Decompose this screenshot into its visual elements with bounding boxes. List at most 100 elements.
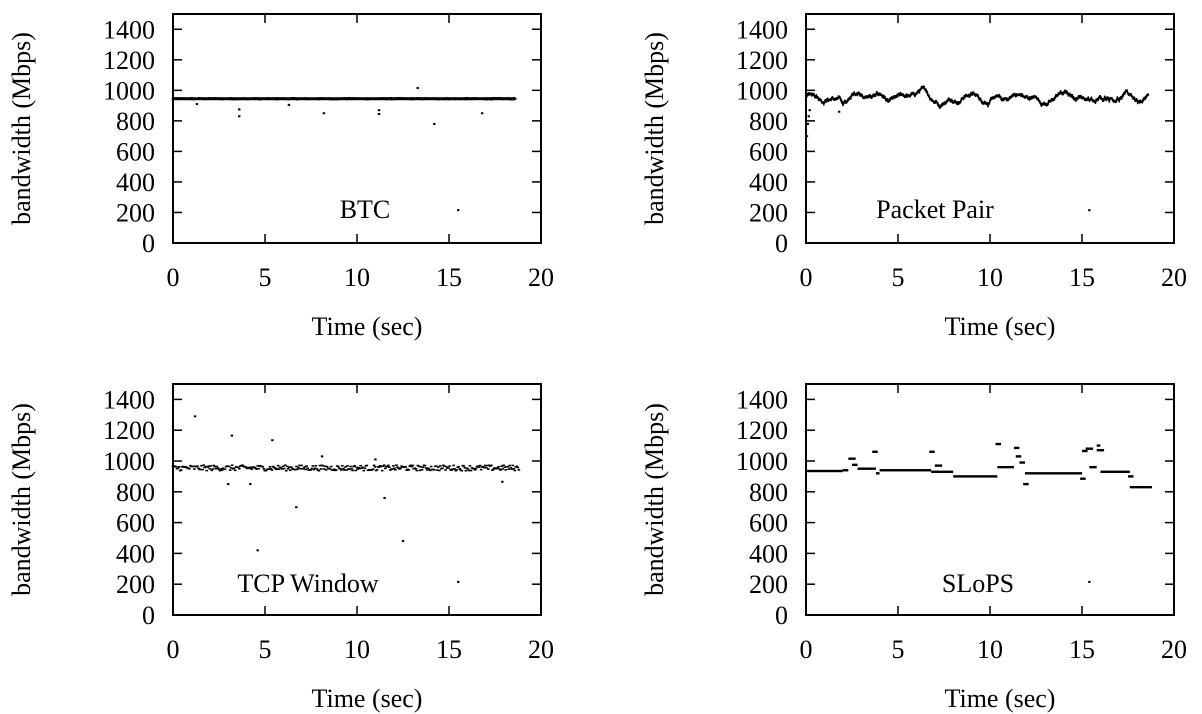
- data-point: [215, 465, 219, 468]
- data-point: [974, 95, 977, 98]
- data-point: [491, 469, 494, 471]
- data-point: [318, 464, 322, 467]
- data-point: [1009, 95, 1011, 98]
- data-point: [842, 103, 845, 105]
- y-tick-label: 600: [749, 509, 788, 538]
- data-point: [276, 464, 280, 467]
- data-point: [484, 466, 488, 469]
- data-point: [1108, 99, 1111, 102]
- data-segment: [1080, 477, 1086, 480]
- y-tick-label: 1400: [103, 15, 155, 44]
- data-point: [1040, 105, 1043, 108]
- data-point: [485, 464, 489, 467]
- data-point: [925, 88, 927, 92]
- data-point: [1118, 100, 1120, 103]
- y-tick-label: 1400: [736, 15, 788, 44]
- data-point: [1107, 96, 1109, 99]
- x-axis-title: Time (sec): [945, 312, 1056, 341]
- panel-label: TCP Window: [237, 569, 378, 598]
- data-point: [1133, 97, 1136, 100]
- data-point: [1020, 95, 1022, 98]
- data-point: [345, 469, 348, 471]
- data-point: [273, 467, 277, 469]
- y-tick-label: 1200: [736, 416, 788, 445]
- data-point: [298, 464, 301, 467]
- data-point: [287, 467, 290, 470]
- data-point: [255, 468, 258, 470]
- data-point: [380, 469, 384, 472]
- data-point: [357, 466, 361, 469]
- data-point: [269, 468, 273, 470]
- data-point: [1073, 96, 1076, 99]
- data-point: [469, 469, 473, 472]
- y-tick-label: 200: [116, 198, 155, 227]
- data-point: [977, 96, 980, 100]
- data-point: [806, 94, 809, 97]
- data-point: [1013, 93, 1016, 95]
- data-point: [841, 101, 844, 104]
- data-point: [1145, 96, 1147, 99]
- data-point: [204, 465, 207, 468]
- data-point: [477, 466, 481, 468]
- data-point: [886, 98, 889, 101]
- data-point: [397, 467, 400, 469]
- data-point: [314, 465, 318, 467]
- data-point: [416, 464, 420, 467]
- data-point: [945, 101, 948, 104]
- data-point: [473, 469, 477, 471]
- data-point: [270, 469, 274, 471]
- data-point: [1039, 101, 1041, 104]
- y-tick-label: 1200: [103, 46, 155, 75]
- data-segment: [842, 469, 849, 472]
- data-point: [244, 465, 247, 468]
- data-point: [848, 98, 851, 101]
- data-point: [323, 465, 327, 468]
- data-point: [419, 466, 423, 468]
- data-point: [1103, 99, 1105, 101]
- data-point: [200, 464, 203, 467]
- y-tick-label: 600: [749, 137, 788, 166]
- data-point: [424, 467, 428, 469]
- data-point: [1104, 96, 1107, 99]
- data-point: [1107, 97, 1109, 100]
- data-point: [925, 90, 928, 92]
- data-segment: [1129, 485, 1152, 489]
- x-tick-label: 15: [436, 263, 462, 292]
- y-tick-label: 1000: [736, 447, 788, 476]
- data-point: [228, 469, 232, 471]
- data-point: [1088, 100, 1091, 103]
- data-points-tcp-window: [171, 415, 521, 583]
- data-point: [256, 549, 259, 552]
- data-point: [466, 467, 470, 470]
- data-point: [264, 469, 268, 472]
- data-point: [1094, 100, 1097, 103]
- data-point: [1105, 99, 1107, 102]
- data-point: [964, 96, 966, 98]
- data-point: [1111, 97, 1113, 100]
- data-point: [965, 93, 967, 96]
- data-point: [875, 95, 877, 97]
- data-point: [1063, 91, 1066, 94]
- data-point: [300, 464, 303, 467]
- data-point: [320, 455, 324, 458]
- data-point: [876, 92, 879, 95]
- data-point: [457, 580, 460, 583]
- data-point: [304, 468, 307, 471]
- data-point: [341, 464, 344, 467]
- data-point: [328, 468, 332, 470]
- data-point: [358, 467, 362, 470]
- data-point: [905, 93, 907, 96]
- data-point: [516, 466, 520, 469]
- data-point: [217, 468, 221, 471]
- x-axis-title: Time (sec): [945, 684, 1056, 713]
- data-point: [375, 468, 379, 471]
- data-point: [329, 465, 333, 468]
- data-point: [815, 95, 818, 98]
- data-point: [1054, 96, 1056, 99]
- data-point: [850, 94, 853, 97]
- data-point: [214, 467, 218, 470]
- data-segment: [934, 464, 943, 467]
- data-point: [934, 102, 936, 104]
- x-tick-label: 20: [528, 635, 554, 664]
- data-point: [497, 465, 500, 468]
